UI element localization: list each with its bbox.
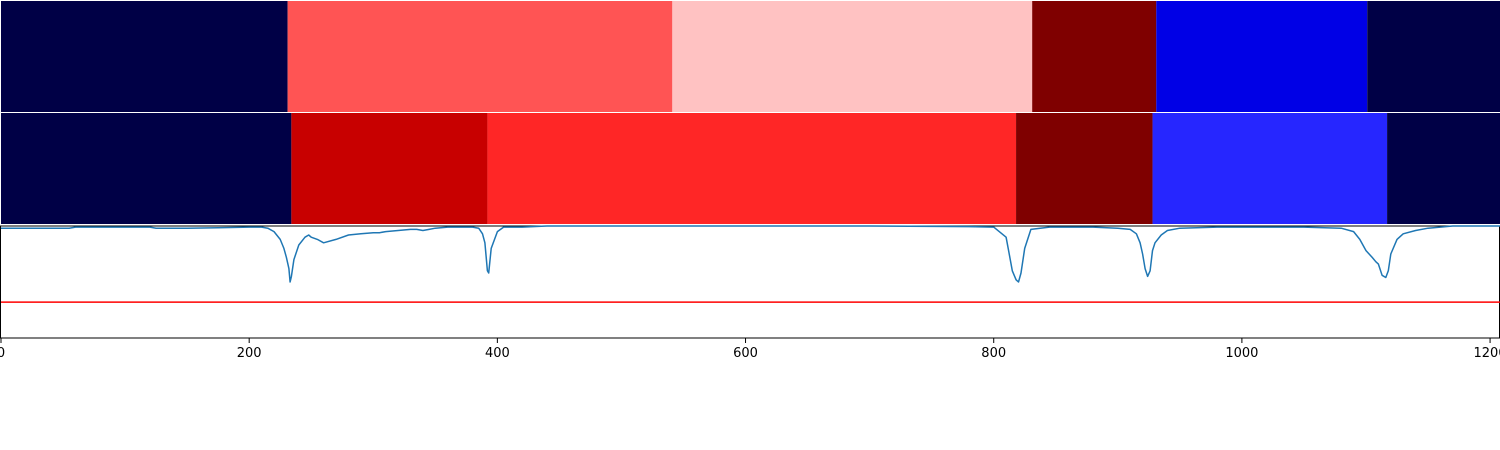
x-tick-label: 400 (485, 346, 510, 361)
segment-2-4 (1016, 113, 1153, 224)
x-tick-label: 800 (981, 346, 1006, 361)
x-tick-label: 600 (733, 346, 758, 361)
segment-2-2 (291, 113, 488, 224)
segment-row-1 (1, 1, 1500, 112)
series-line-1 (1, 225, 1500, 283)
segment-rows (1, 1, 1500, 224)
segment-1-2 (287, 1, 673, 112)
line-panel (0, 225, 1500, 339)
segment-1-1 (1, 1, 288, 112)
segment-2-1 (1, 113, 292, 224)
segment-2-5 (1152, 113, 1388, 224)
segment-row-2 (1, 113, 1500, 224)
x-tick-label: 1000 (1225, 346, 1258, 361)
segment-1-3 (672, 1, 1033, 112)
segment-2-3 (487, 113, 1017, 224)
segment-1-6 (1367, 1, 1500, 112)
segment-1-5 (1156, 1, 1368, 112)
x-tick-label: 0 (0, 346, 5, 361)
x-tick-label: 1200 (1474, 346, 1500, 361)
segment-1-4 (1032, 1, 1157, 112)
x-tick-label: 200 (237, 346, 262, 361)
x-axis: 0 200 400 600 800 1000 1200 (0, 338, 1500, 361)
segment-2-6 (1387, 113, 1500, 224)
line-panel-frame (0, 225, 1500, 339)
